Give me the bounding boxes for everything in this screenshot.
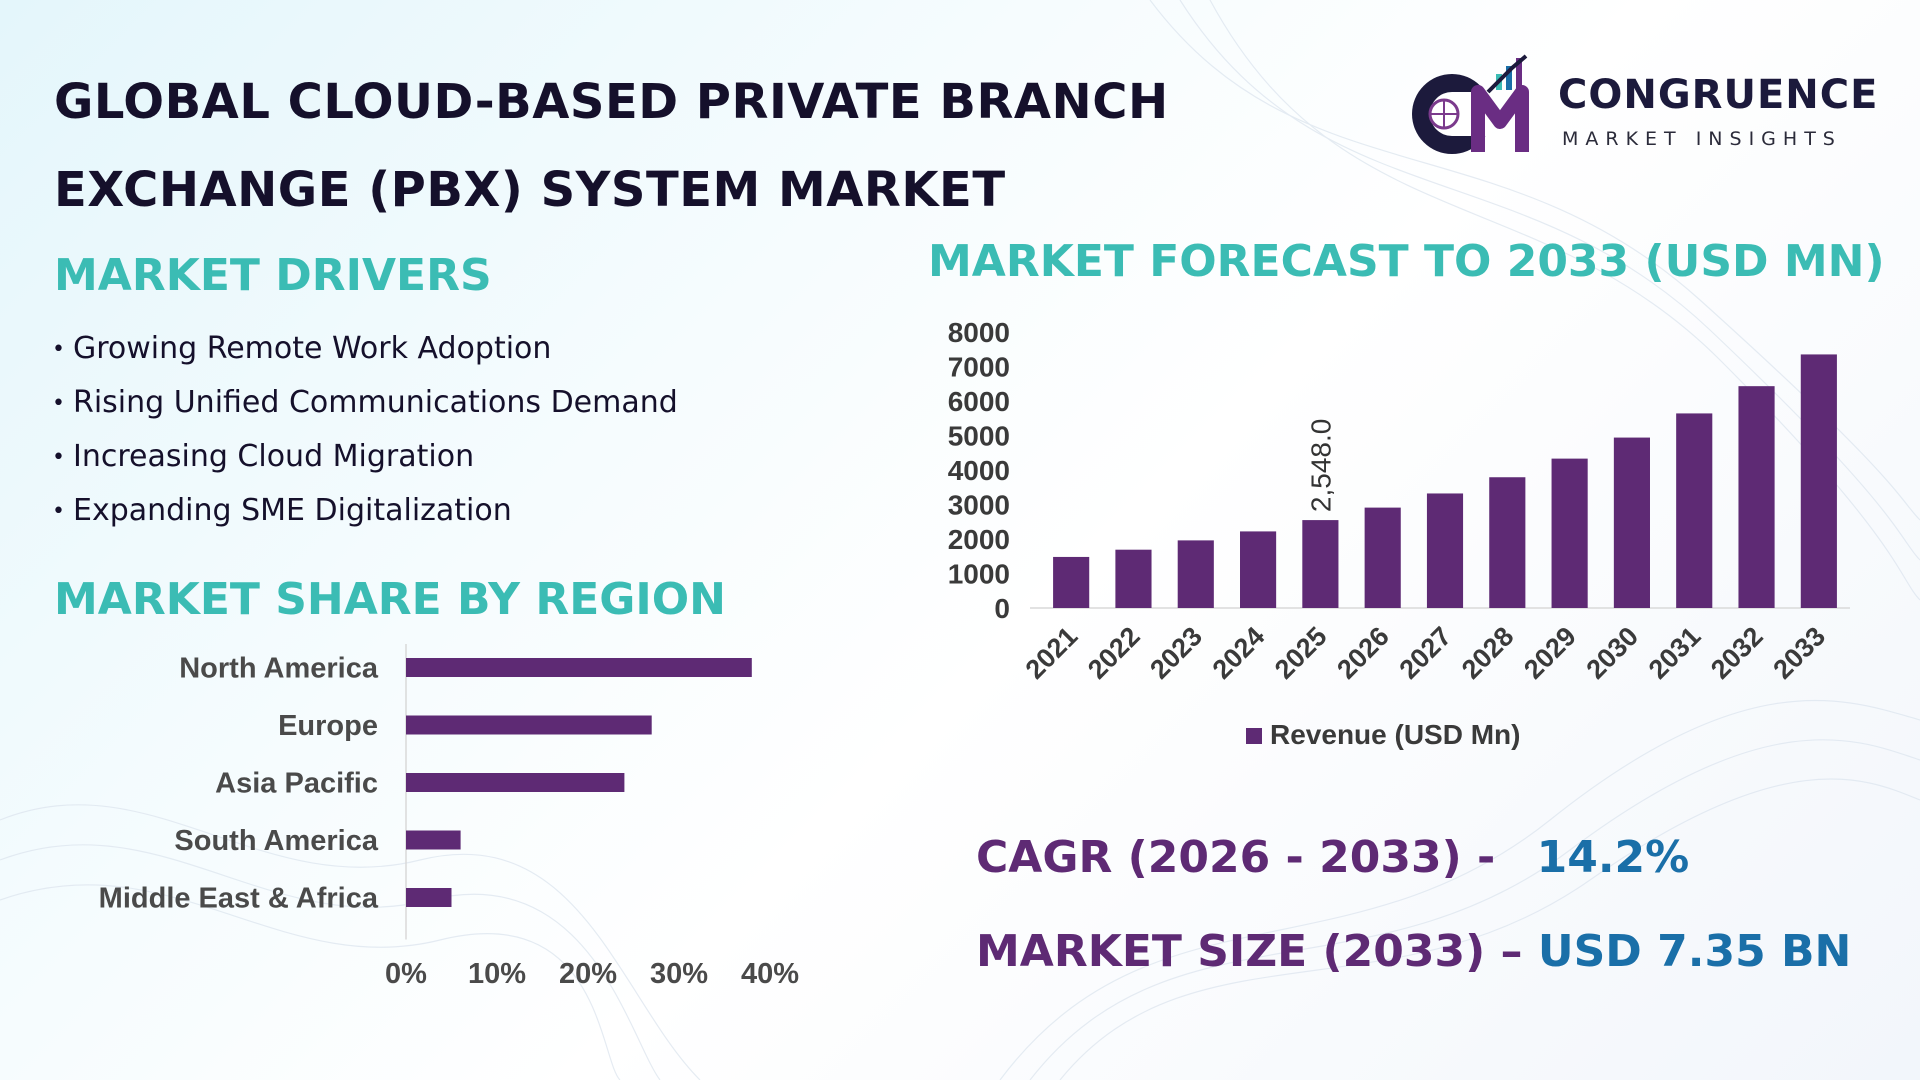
forecast-bar — [1676, 413, 1713, 608]
driver-item: • Expanding SME Digitalization — [52, 493, 512, 528]
legend-label: Revenue (USD Mn) — [1270, 719, 1520, 750]
bullet-icon: • — [52, 390, 65, 416]
forecast-bar — [1364, 507, 1401, 608]
driver-item: • Increasing Cloud Migration — [52, 439, 475, 474]
drivers-list: • Growing Remote Work Adoption • Rising Un… — [52, 322, 678, 538]
bullet-icon: • — [52, 444, 65, 470]
x-tick-label: 2030 — [1580, 621, 1644, 685]
x-tick-label: 2032 — [1705, 621, 1769, 685]
region-share-chart: North America Europe Asia Pacific South Ame… — [99, 644, 799, 990]
forecast-bar — [1800, 354, 1837, 608]
y-tick-label: 4000 — [948, 455, 1010, 486]
x-tick-label: 20% — [559, 958, 617, 990]
y-tick-label: 2000 — [948, 524, 1010, 555]
logo-mark-icon — [1412, 54, 1529, 154]
y-tick-label: 1000 — [948, 559, 1010, 590]
forecast-bar — [1551, 458, 1588, 608]
x-tick-label: 30% — [650, 958, 708, 990]
y-tick-label: 8000 — [948, 317, 1010, 348]
driver-item: • Growing Remote Work Adoption — [52, 331, 552, 366]
logo-name: CONGRUENCE — [1558, 72, 1879, 118]
y-tick-label: 0 — [994, 593, 1010, 624]
category-label: Middle East & Africa — [99, 883, 379, 915]
region-bar — [406, 658, 752, 677]
region-bar — [406, 888, 452, 907]
region-bar — [406, 715, 652, 735]
y-tick-label: 7000 — [948, 352, 1010, 383]
region-heading: MARKET SHARE BY REGION — [54, 574, 726, 625]
y-tick-label: 5000 — [948, 421, 1010, 452]
forecast-bar — [1426, 493, 1464, 608]
x-tick-label: 2033 — [1767, 621, 1831, 685]
driver-item: • Rising Unified Communications Demand — [52, 385, 678, 420]
cagr-label: CAGR (2026 - 2033) - — [976, 832, 1496, 883]
x-tick-label: 2028 — [1456, 621, 1520, 685]
category-label: Europe — [278, 710, 378, 742]
region-bar — [406, 830, 461, 850]
y-tick-label: 3000 — [948, 490, 1010, 521]
region-bar — [406, 773, 625, 792]
drivers-heading: MARKET DRIVERS — [54, 250, 492, 301]
x-tick-label: 2022 — [1082, 621, 1146, 685]
forecast-bar — [1053, 556, 1090, 608]
x-tick-label: 2031 — [1643, 621, 1707, 685]
category-label: Asia Pacific — [215, 768, 378, 800]
x-tick-label: 40% — [741, 958, 799, 990]
forecast-bar — [1302, 520, 1339, 608]
forecast-bar — [1240, 531, 1277, 608]
market-size-stat: MARKET SIZE (2033) – USD 7.35 BN — [976, 926, 1851, 977]
forecast-bar — [1613, 437, 1650, 608]
logo-subtitle: MARKET INSIGHTS — [1562, 128, 1842, 150]
x-tick-label: 2029 — [1518, 621, 1582, 685]
x-tick-label: 2026 — [1331, 621, 1395, 685]
x-tick-label: 10% — [468, 958, 526, 990]
bullet-icon: • — [52, 498, 65, 524]
category-label: South America — [174, 825, 378, 857]
page-title: GLOBAL CLOUD-BASED PRIVATE BRANCH EXCHAN… — [54, 58, 1314, 234]
market-size-value: USD 7.35 BN — [1537, 926, 1852, 977]
bullet-icon: • — [52, 336, 65, 362]
cagr-value: 14.2% — [1536, 832, 1690, 883]
company-logo: CONGRUENCE MARKET INSIGHTS — [1400, 52, 1877, 162]
data-label: 2,548.0 — [1305, 419, 1336, 512]
x-tick-label: 2025 — [1269, 621, 1333, 685]
forecast-heading: MARKET FORECAST TO 2033 (USD MN) — [928, 236, 1885, 287]
x-tick-label: 2021 — [1020, 621, 1084, 685]
forecast-bar — [1738, 386, 1775, 608]
category-label: North America — [179, 653, 379, 685]
market-size-label: MARKET SIZE (2033) – — [976, 926, 1523, 977]
forecast-bar — [1177, 540, 1214, 608]
title-line-2: EXCHANGE (PBX) SYSTEM MARKET — [54, 162, 1006, 218]
x-tick-label: 2027 — [1394, 621, 1458, 685]
cagr-stat: CAGR (2026 - 2033) - 14.2% — [976, 832, 1689, 883]
x-tick-label: 2024 — [1207, 621, 1271, 685]
x-tick-label: 2023 — [1144, 621, 1208, 685]
x-tick-label: 0% — [385, 958, 427, 990]
title-line-1: GLOBAL CLOUD-BASED PRIVATE BRANCH — [54, 74, 1169, 130]
forecast-chart: 0100020003000400050006000700080002021202… — [948, 317, 1850, 750]
legend-swatch — [1246, 728, 1262, 744]
forecast-bar — [1489, 477, 1526, 608]
forecast-bar — [1115, 549, 1152, 608]
y-tick-label: 6000 — [948, 386, 1010, 417]
